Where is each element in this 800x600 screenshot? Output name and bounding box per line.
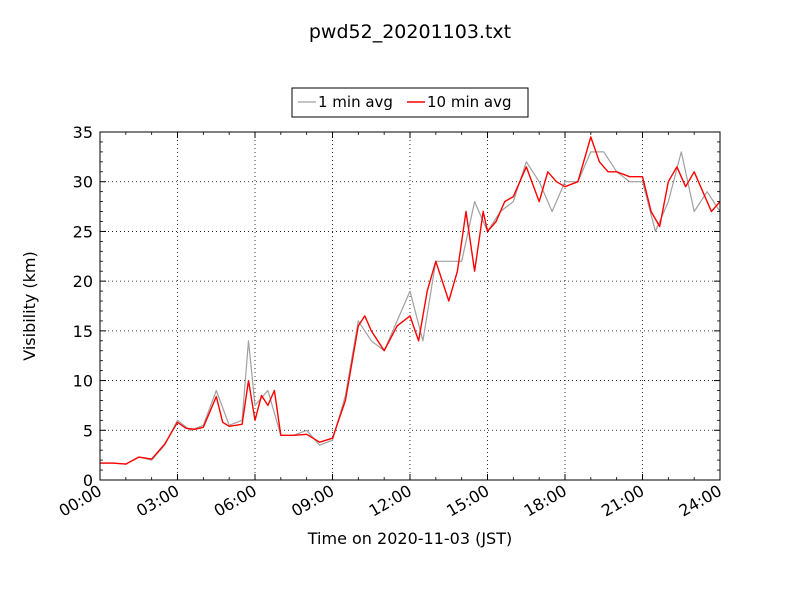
y-tick-label: 15 [73,322,93,341]
x-axis-label: Time on 2020-11-03 (JST) [307,529,512,548]
series-line-1 [100,136,720,465]
y-tick-label: 30 [73,173,93,192]
legend: 1 min avg 10 min avg [291,87,529,118]
y-tick-label: 35 [73,123,93,142]
chart-title: pwd52_20201103.txt [309,21,511,43]
series-layer [100,136,720,465]
y-tick-label: 0 [83,471,93,490]
y-tick-label: 10 [73,372,93,391]
y-tick-label: 20 [73,272,93,291]
series-line-0 [100,151,720,465]
y-axis-label: Visibility (km) [20,251,39,360]
legend-label-10min: 10 min avg [427,93,512,111]
y-tick-label: 5 [83,421,93,440]
legend-label-1min: 1 min avg [318,93,393,111]
y-tick-label: 25 [73,222,93,241]
grid [100,132,720,480]
y-axis: 0 5 10 15 20 25 30 35 [73,123,720,490]
